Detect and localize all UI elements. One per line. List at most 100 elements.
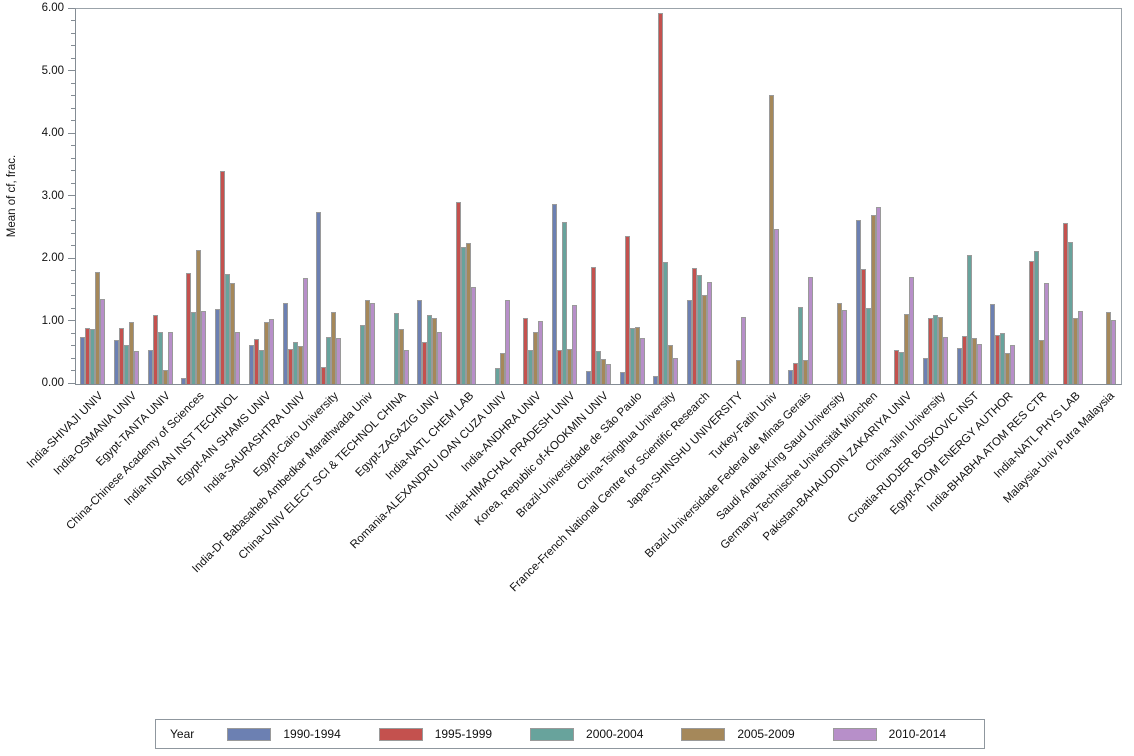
y-minor-tick bbox=[71, 120, 75, 121]
bar bbox=[976, 344, 982, 384]
bar bbox=[562, 222, 568, 384]
bar bbox=[585, 370, 591, 384]
bar-group bbox=[514, 9, 548, 384]
bar-group bbox=[683, 9, 717, 384]
bar-group bbox=[716, 9, 750, 384]
bar bbox=[326, 337, 332, 384]
y-minor-tick bbox=[71, 32, 75, 34]
x-axis-label: Germany-Technische Universität München bbox=[718, 390, 881, 552]
y-minor-tick bbox=[71, 270, 75, 271]
y-minor-tick bbox=[71, 82, 75, 84]
legend-title: Year bbox=[170, 727, 195, 741]
bar bbox=[567, 349, 573, 384]
bar bbox=[248, 345, 254, 384]
y-minor-tick bbox=[71, 295, 75, 296]
y-minor-tick bbox=[71, 145, 75, 146]
bar bbox=[865, 307, 871, 384]
bar bbox=[287, 349, 293, 384]
bar bbox=[1029, 260, 1035, 384]
bar bbox=[552, 204, 558, 384]
bar-group bbox=[245, 9, 279, 384]
bar bbox=[995, 335, 1001, 384]
bar-group bbox=[817, 9, 851, 384]
bar-group bbox=[1053, 9, 1087, 384]
bar bbox=[220, 170, 226, 384]
bar bbox=[966, 254, 972, 384]
bar bbox=[95, 272, 101, 384]
bar bbox=[769, 95, 775, 384]
bar bbox=[836, 303, 842, 384]
y-minor-tick bbox=[71, 45, 75, 46]
legend-label: 1995-1999 bbox=[434, 727, 493, 741]
bar bbox=[702, 294, 707, 384]
bar bbox=[398, 329, 404, 384]
y-major-tick bbox=[68, 7, 75, 9]
bar bbox=[619, 372, 625, 384]
bar bbox=[870, 214, 876, 384]
bar bbox=[922, 357, 928, 384]
bar bbox=[687, 300, 692, 384]
bar bbox=[114, 340, 120, 384]
bar bbox=[263, 321, 269, 384]
bar bbox=[668, 345, 674, 384]
y-minor-tick bbox=[71, 157, 75, 159]
bar bbox=[316, 211, 322, 384]
bar bbox=[466, 243, 472, 384]
bar bbox=[1000, 332, 1006, 384]
bar-group bbox=[312, 9, 346, 384]
bar bbox=[147, 349, 153, 384]
bar-group bbox=[211, 9, 245, 384]
bar-group bbox=[851, 9, 885, 384]
bar bbox=[692, 268, 697, 384]
y-minor-tick bbox=[71, 20, 75, 21]
legend-swatch bbox=[681, 727, 726, 741]
bar bbox=[788, 370, 794, 384]
bar bbox=[258, 349, 264, 384]
bar bbox=[215, 309, 221, 384]
legend-entry: 2005-2009 bbox=[681, 727, 832, 741]
bar bbox=[129, 321, 135, 384]
bar-group bbox=[76, 9, 110, 384]
bar bbox=[533, 332, 539, 384]
bar bbox=[927, 318, 933, 384]
y-minor-tick bbox=[71, 370, 75, 371]
y-major-tick bbox=[68, 320, 75, 321]
bar bbox=[1077, 310, 1083, 384]
bar bbox=[860, 269, 866, 384]
bar bbox=[124, 344, 130, 384]
bar-group bbox=[379, 9, 413, 384]
y-minor-tick bbox=[71, 245, 75, 246]
bar-group bbox=[649, 9, 683, 384]
bar bbox=[937, 316, 943, 384]
y-minor-tick bbox=[71, 307, 75, 309]
bar bbox=[186, 273, 192, 384]
bar bbox=[225, 274, 231, 384]
bar bbox=[572, 304, 578, 384]
bar bbox=[359, 324, 365, 384]
bar bbox=[427, 315, 433, 384]
bar bbox=[1072, 317, 1078, 384]
legend-entry: 1990-1994 bbox=[227, 727, 378, 741]
y-minor-tick bbox=[71, 220, 75, 221]
bar bbox=[942, 336, 948, 384]
bar bbox=[119, 328, 125, 384]
bar bbox=[191, 311, 197, 384]
legend: Year 1990-1994 1995-1999 2000-2004 2005-200… bbox=[155, 719, 985, 749]
bar bbox=[639, 338, 645, 384]
legend-swatch bbox=[832, 727, 877, 741]
bar bbox=[100, 299, 106, 384]
bar bbox=[808, 276, 814, 384]
bar bbox=[624, 235, 630, 384]
y-major-tick bbox=[68, 382, 75, 384]
bar bbox=[971, 337, 977, 384]
bar-group bbox=[885, 9, 919, 384]
bar bbox=[1062, 223, 1068, 384]
bar-group bbox=[582, 9, 616, 384]
bar bbox=[201, 310, 207, 384]
y-minor-tick bbox=[71, 345, 75, 346]
bar bbox=[894, 350, 900, 384]
bar bbox=[1111, 319, 1117, 384]
bar bbox=[437, 332, 443, 384]
bar bbox=[735, 360, 741, 384]
y-major-tick bbox=[68, 257, 75, 259]
